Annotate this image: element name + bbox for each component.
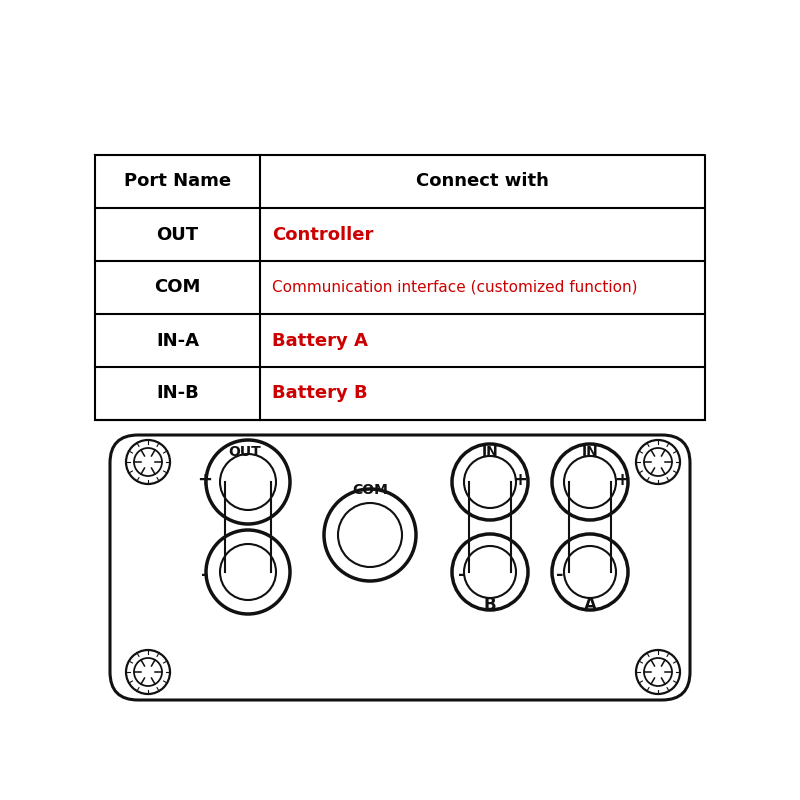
Text: IN-A: IN-A xyxy=(156,331,199,350)
Text: Communication interface (customized function): Communication interface (customized func… xyxy=(272,280,638,295)
Circle shape xyxy=(338,503,402,567)
Text: Connect with: Connect with xyxy=(416,173,549,190)
Text: IN-B: IN-B xyxy=(156,385,199,402)
Circle shape xyxy=(220,544,276,600)
Text: OUT: OUT xyxy=(157,226,198,243)
Text: +: + xyxy=(198,471,213,489)
Text: COM: COM xyxy=(352,483,388,497)
Circle shape xyxy=(464,546,516,598)
Text: -: - xyxy=(556,566,564,584)
Text: Controller: Controller xyxy=(272,226,374,243)
Text: A: A xyxy=(583,596,597,614)
Circle shape xyxy=(564,546,616,598)
Text: Battery B: Battery B xyxy=(272,385,368,402)
Text: Port Name: Port Name xyxy=(124,173,231,190)
Text: +: + xyxy=(513,471,527,489)
Text: IN: IN xyxy=(582,445,598,459)
Text: IN: IN xyxy=(482,445,498,459)
Text: +: + xyxy=(614,471,630,489)
Circle shape xyxy=(464,456,516,508)
Text: Battery A: Battery A xyxy=(272,331,368,350)
Text: COM: COM xyxy=(154,278,201,297)
Text: -: - xyxy=(458,566,466,584)
Text: OUT: OUT xyxy=(229,445,262,459)
Circle shape xyxy=(220,454,276,510)
Circle shape xyxy=(564,456,616,508)
Text: -: - xyxy=(202,566,209,584)
Text: B: B xyxy=(484,596,496,614)
FancyBboxPatch shape xyxy=(110,435,690,700)
